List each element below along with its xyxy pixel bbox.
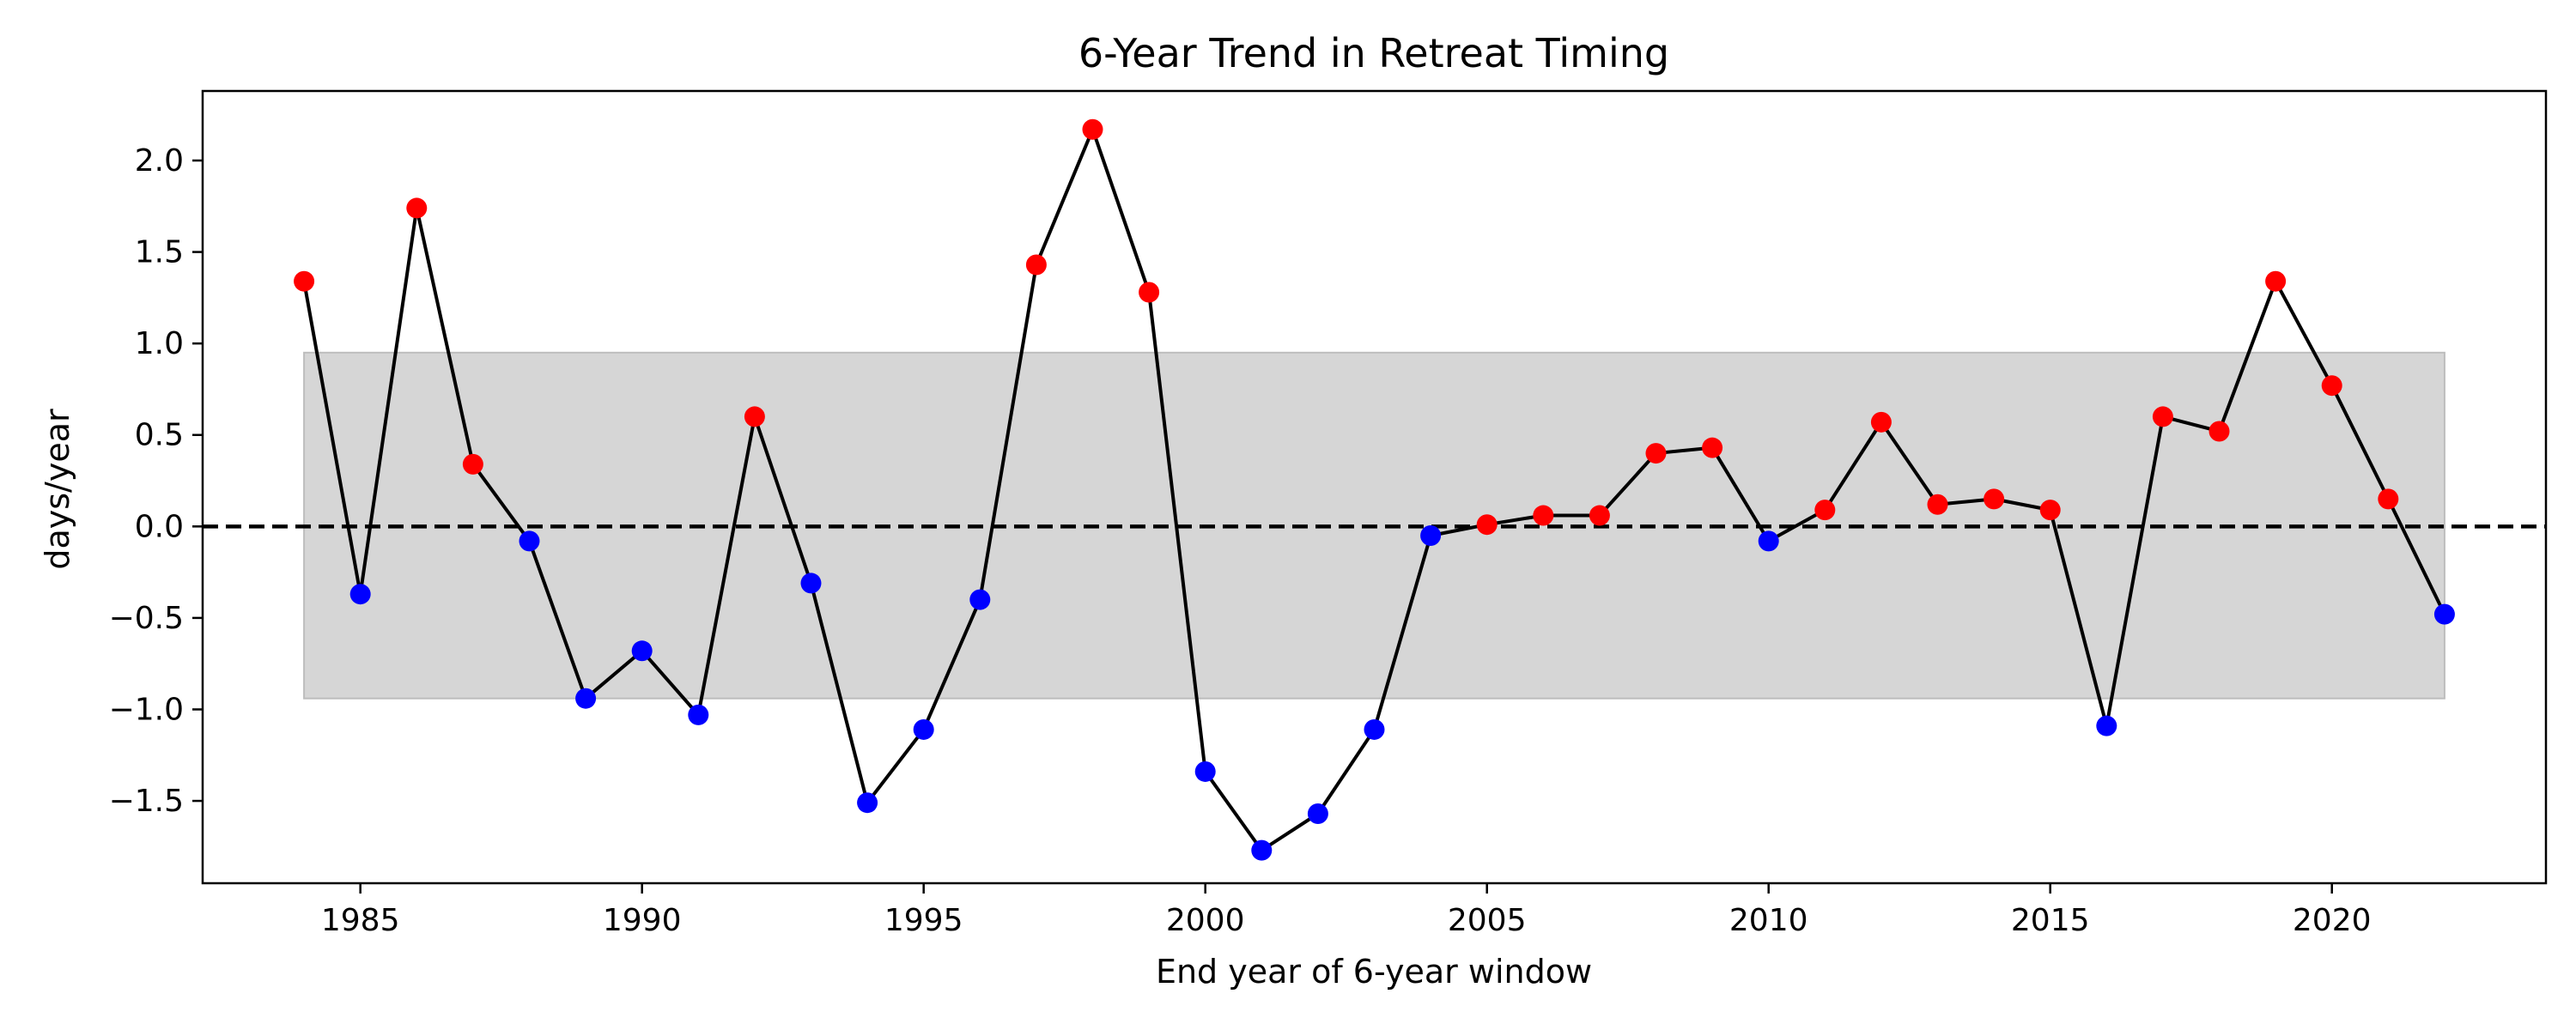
x-axis-ticks: 1985 1990 1995 2000 2005 2010 2015 2020 (321, 883, 2372, 938)
data-point-1989 (575, 688, 597, 709)
data-point-2009 (1702, 437, 1723, 458)
data-point-2020 (2321, 375, 2342, 397)
data-point-2022 (2433, 603, 2455, 625)
y-tick-label-2: −0.5 (109, 601, 184, 636)
data-point-2017 (2152, 406, 2173, 427)
data-point-2014 (1984, 488, 2005, 510)
data-point-2018 (2208, 421, 2230, 442)
data-point-1990 (631, 640, 653, 662)
data-point-1986 (406, 197, 428, 219)
x-tick-label-1995: 1995 (884, 903, 963, 938)
data-point-2016 (2096, 715, 2117, 736)
y-tick-label-0: −1.5 (109, 784, 184, 819)
data-point-2019 (2265, 270, 2287, 292)
data-point-1987 (462, 453, 483, 475)
data-point-1991 (688, 704, 709, 725)
y-tick-label-4: 0.5 (135, 418, 184, 453)
chart-title: 6-Year Trend in Retreat Timing (1078, 30, 1669, 76)
data-point-2008 (1645, 443, 1667, 464)
data-point-2001 (1251, 839, 1273, 861)
data-point-1985 (349, 584, 371, 605)
data-point-2013 (1927, 494, 1948, 515)
data-point-1988 (519, 530, 540, 552)
data-point-1999 (1139, 282, 1160, 303)
data-point-1998 (1082, 118, 1103, 140)
data-point-1992 (744, 406, 765, 427)
data-point-2010 (1758, 530, 1779, 552)
y-tick-label-7: 2.0 (135, 143, 184, 179)
data-point-1995 (913, 718, 934, 740)
series-points-layer (294, 118, 2455, 861)
y-axis-label: days/year (39, 409, 76, 570)
y-tick-label-5: 1.0 (135, 326, 184, 361)
x-axis-label: End year of 6-year window (1156, 953, 1592, 991)
data-point-2011 (1814, 500, 1836, 521)
data-point-1997 (1025, 254, 1047, 276)
data-point-2021 (2378, 488, 2399, 510)
x-tick-label-1990: 1990 (603, 903, 682, 938)
data-point-2005 (1476, 514, 1498, 536)
data-point-2006 (1533, 505, 1554, 526)
x-tick-label-2005: 2005 (1448, 903, 1527, 938)
data-point-2002 (1307, 803, 1328, 824)
data-point-2003 (1364, 718, 1385, 740)
data-point-2012 (1870, 411, 1892, 433)
x-tick-label-2015: 2015 (2011, 903, 2090, 938)
data-point-2015 (2039, 500, 2061, 521)
x-tick-label-1985: 1985 (321, 903, 400, 938)
data-point-1984 (294, 270, 315, 292)
data-point-2004 (1420, 524, 1442, 546)
data-point-1994 (857, 792, 878, 814)
data-point-1993 (800, 573, 822, 594)
data-point-2007 (1589, 505, 1610, 526)
data-point-2000 (1194, 760, 1216, 782)
plot-area-frame (201, 89, 2548, 885)
x-tick-label-2000: 2000 (1166, 903, 1245, 938)
x-tick-label-2020: 2020 (2293, 903, 2372, 938)
y-tick-label-1: −1.0 (109, 692, 184, 727)
x-tick-label-2010: 2010 (1729, 903, 1808, 938)
y-tick-label-6: 1.5 (135, 235, 184, 270)
data-point-1996 (969, 589, 991, 610)
y-tick-label-3: 0.0 (135, 509, 184, 544)
y-axis-ticks: −1.5 −1.0 −0.5 0.0 0.5 1.0 1.5 2.0 (109, 143, 203, 819)
